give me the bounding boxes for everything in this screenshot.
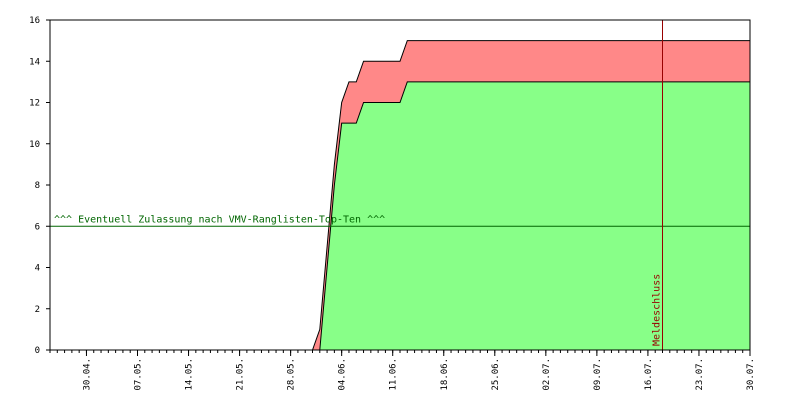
axes: 0 2 4 6 8 10 12 14 16 30.04. 07.05. 14.05. 21.05. 28.… xyxy=(29,16,756,391)
y-tick-label: 6 xyxy=(35,222,40,232)
x-tick-label: 04.06. xyxy=(338,358,348,391)
y-tick-label: 14 xyxy=(29,57,40,67)
x-tick-label: 09.07. xyxy=(593,358,603,391)
series-lines xyxy=(50,40,750,351)
x-tick-label: 30.07. xyxy=(746,358,756,391)
y-tick-label: 16 xyxy=(29,16,40,26)
x-tick-label: 25.06. xyxy=(491,358,501,391)
x-tick-label: 16.07. xyxy=(644,358,654,391)
series-line-2 xyxy=(50,81,750,351)
series-line-1 xyxy=(50,40,750,351)
series-fills xyxy=(50,40,750,350)
x-tick-label: 21.05. xyxy=(236,358,246,391)
y-tick-label: 10 xyxy=(29,140,40,150)
x-tick-label: 14.05. xyxy=(185,358,195,391)
y-tick-label: 12 xyxy=(29,99,40,109)
y-tick-label: 4 xyxy=(35,264,40,274)
series-area-2 xyxy=(50,81,750,350)
x-tick-label: 18.06. xyxy=(440,358,450,391)
x-tick-label: 11.06. xyxy=(389,358,399,391)
annotations: ^^^ Eventuell Zulassung nach VMV-Ranglis… xyxy=(50,20,750,350)
x-tick-label: 07.05. xyxy=(134,358,144,391)
y-tick-label: 0 xyxy=(35,346,40,356)
x-tick-label: 30.04. xyxy=(82,358,92,391)
marker-line-label: Meldeschluss xyxy=(652,274,663,346)
y-tick-label: 8 xyxy=(35,181,40,191)
reference-line-label: ^^^ Eventuell Zulassung nach VMV-Ranglis… xyxy=(54,214,385,225)
x-tick-label: 02.07. xyxy=(542,358,552,391)
y-tick-label: 2 xyxy=(35,305,40,315)
x-tick-label: 28.05. xyxy=(287,358,297,391)
x-tick-label: 23.07. xyxy=(695,358,705,391)
